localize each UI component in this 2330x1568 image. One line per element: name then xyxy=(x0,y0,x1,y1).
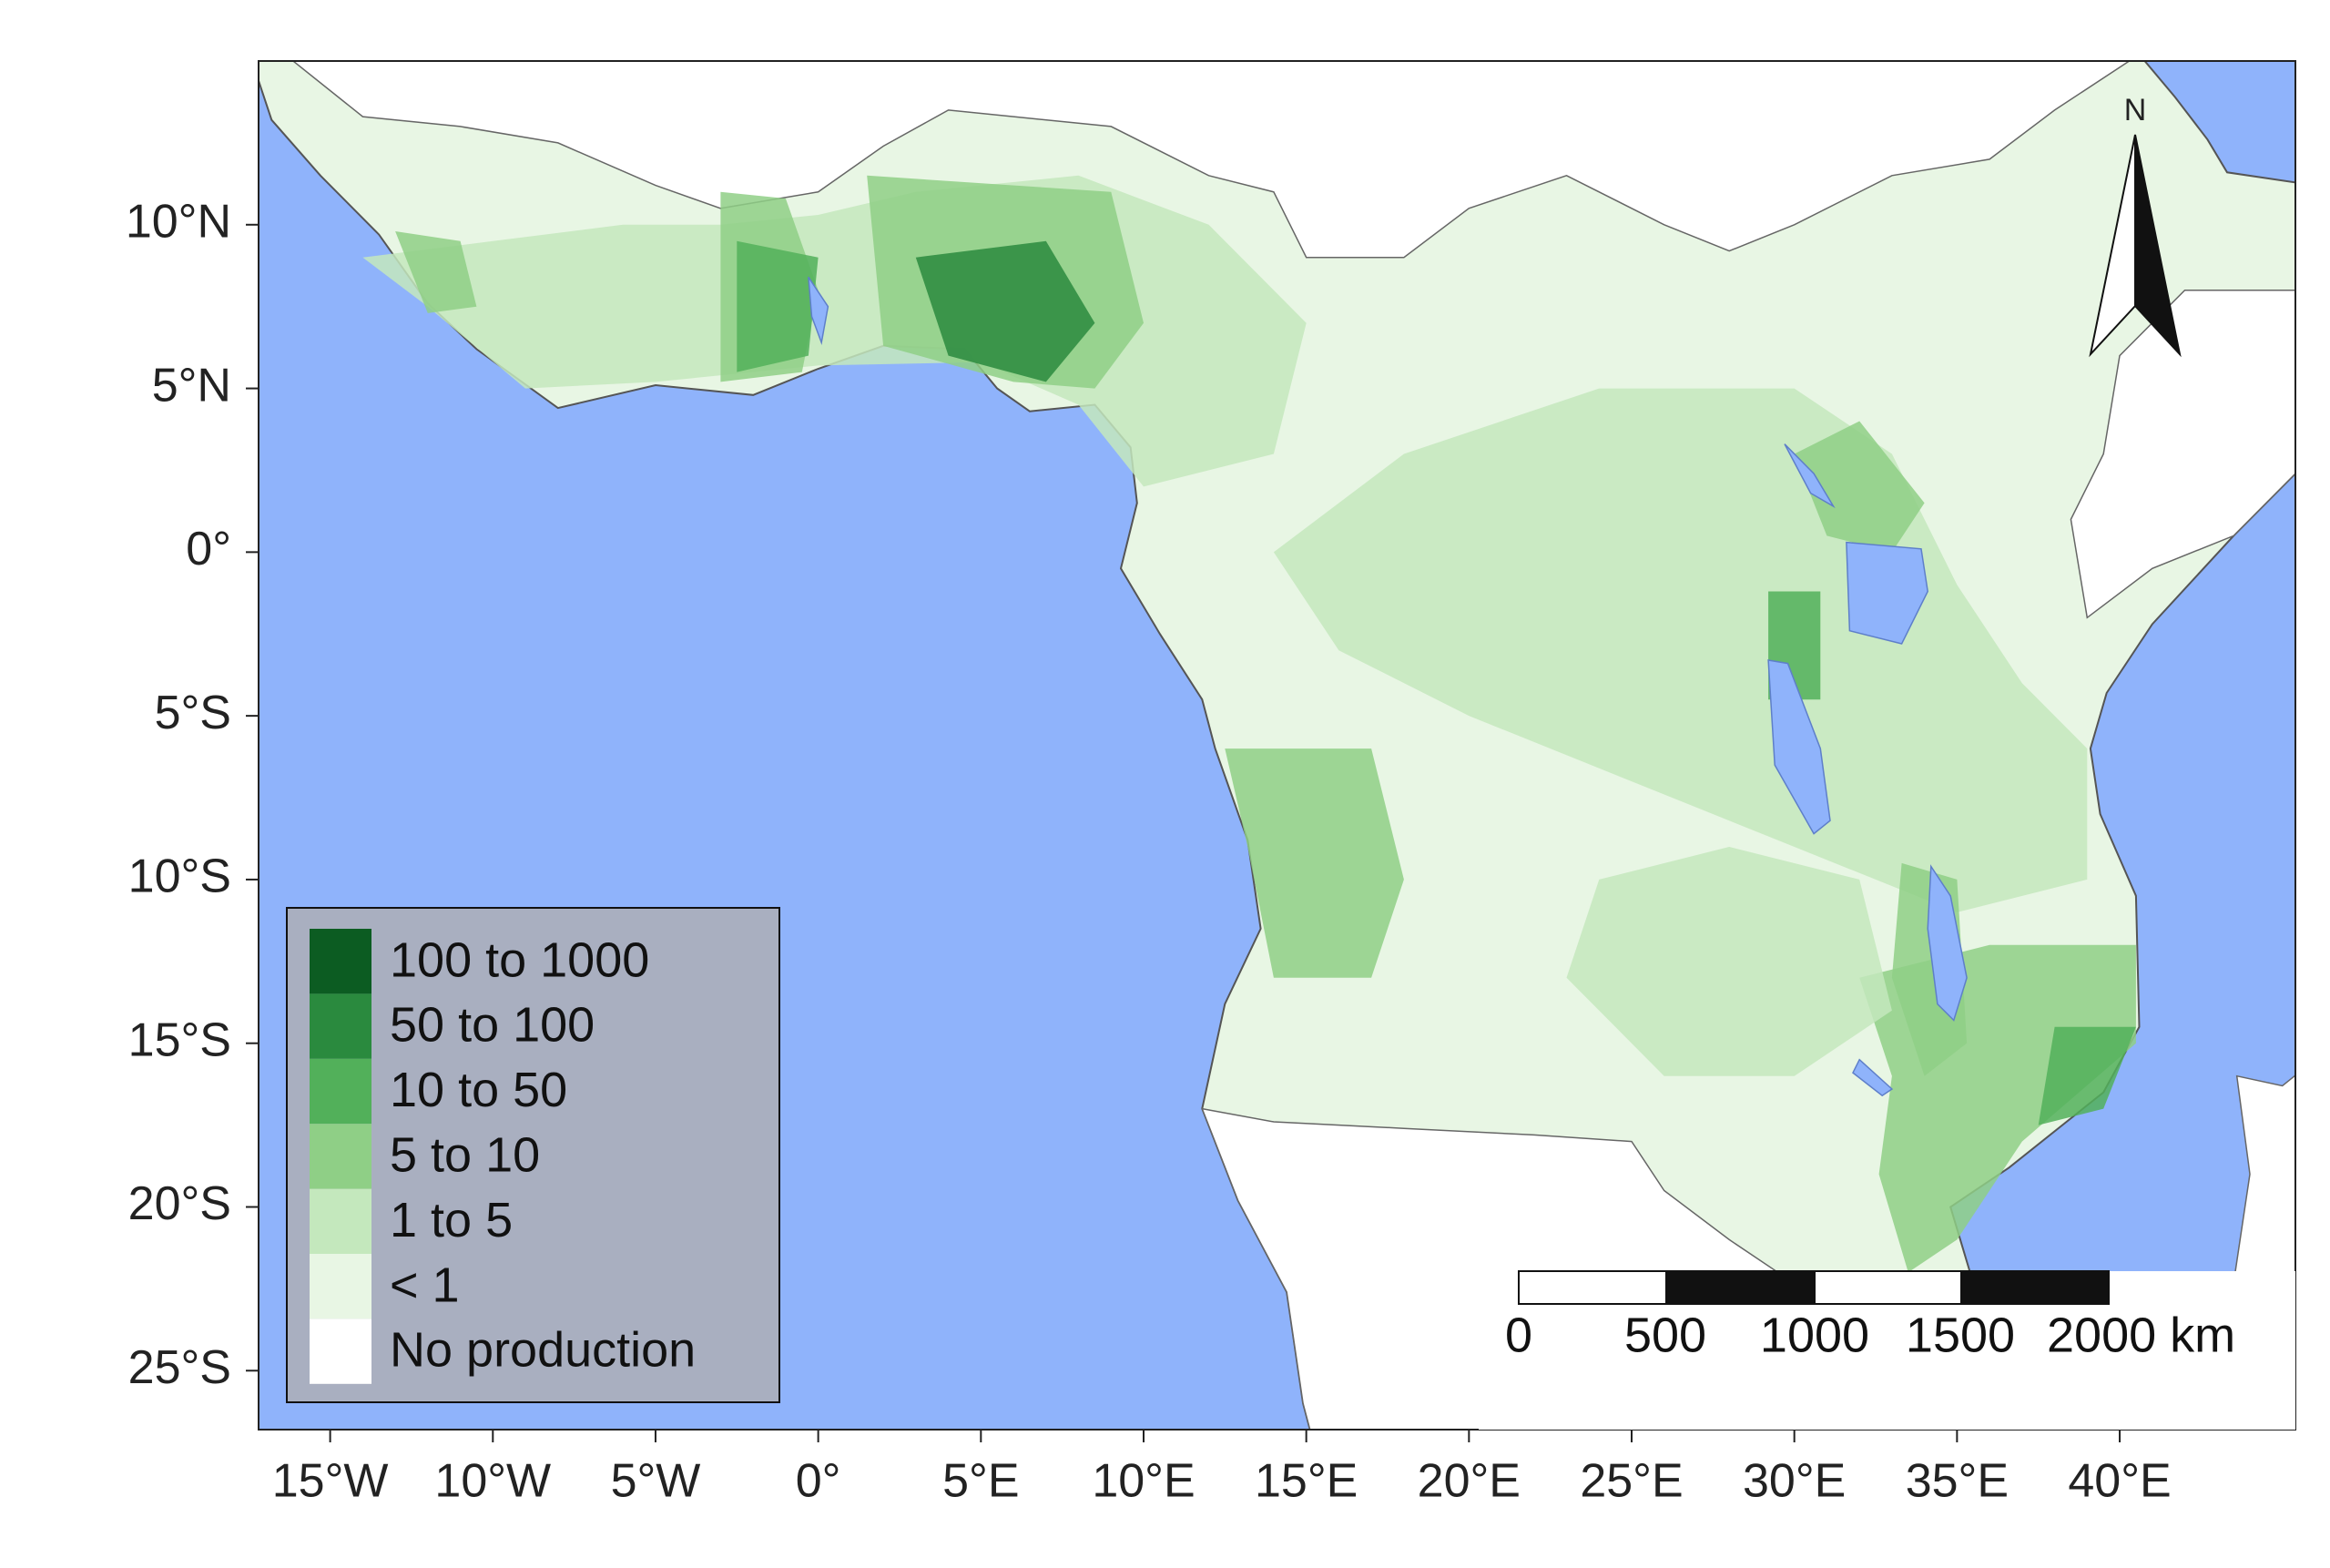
production-zone xyxy=(737,240,819,372)
y-tick-label: 15°S xyxy=(128,1013,231,1066)
y-tick-label: 20°S xyxy=(128,1177,231,1230)
x-tick-label: 0° xyxy=(796,1455,841,1508)
legend-swatch xyxy=(310,1254,371,1319)
legend-label: 10 to 50 xyxy=(390,1063,567,1117)
x-tick-label: 10°W xyxy=(434,1455,551,1508)
no-production-area xyxy=(2070,289,2295,619)
y-tick-label: 10°S xyxy=(128,850,231,903)
legend-swatch xyxy=(310,1058,371,1125)
scale-bar-label: 1500 xyxy=(1906,1308,2015,1362)
x-tick-label: 15°W xyxy=(272,1455,389,1508)
plot-frame xyxy=(258,60,2296,1431)
legend-label: 1 to 5 xyxy=(390,1193,513,1247)
legend-label: 50 to 100 xyxy=(390,998,595,1053)
x-tick-label: 10°E xyxy=(1092,1455,1195,1508)
legend-swatch xyxy=(310,1319,371,1384)
legend: 100 to 1000 50 to 100 10 to 50 5 to 10 1 to … xyxy=(286,907,780,1403)
no-production-area xyxy=(291,61,2131,259)
lake xyxy=(808,276,829,346)
lake xyxy=(1927,864,1968,1022)
production-zone xyxy=(395,231,477,313)
land-layer xyxy=(259,61,2295,1430)
x-tick-label: 30°E xyxy=(1743,1455,1846,1508)
legend-label: 5 to 10 xyxy=(390,1127,540,1182)
north-label: N xyxy=(2124,93,2147,127)
north-arrow: N xyxy=(2089,93,2182,358)
y-tick-label: 5°S xyxy=(155,687,231,739)
scale-bar-label: 2000 km xyxy=(2047,1308,2235,1362)
scale-bar-label: 500 xyxy=(1624,1308,1706,1362)
production-zone xyxy=(1225,748,1404,978)
x-tick-label: 25°E xyxy=(1580,1455,1683,1508)
y-tick-label: 5°N xyxy=(152,359,231,412)
lake xyxy=(1784,443,1836,509)
x-tick-label: 40°E xyxy=(2068,1455,2171,1508)
y-tick-label: 10°N xyxy=(126,196,231,249)
y-tick-label: 0° xyxy=(186,523,231,575)
y-tick-label: 25°S xyxy=(128,1341,231,1394)
legend-swatch xyxy=(310,929,371,994)
production-zone xyxy=(1794,421,1925,553)
legend-label: No production xyxy=(390,1323,696,1378)
legend-swatch xyxy=(310,1124,371,1189)
x-tick-label: 15°E xyxy=(1255,1455,1358,1508)
production-zone xyxy=(1566,847,1892,1076)
legend-swatch xyxy=(310,1188,371,1254)
lake xyxy=(1852,1058,1894,1097)
x-tick-label: 20°E xyxy=(1418,1455,1521,1508)
lake xyxy=(1767,659,1831,835)
legend-label: < 1 xyxy=(390,1257,460,1312)
legend-swatch xyxy=(310,993,371,1059)
scale-bar: 0 500 1000 1500 2000 km xyxy=(1479,1270,2295,1430)
production-zone xyxy=(2038,1026,2136,1125)
scale-bar-label: 1000 xyxy=(1760,1308,1869,1362)
lake xyxy=(1846,541,1928,645)
x-tick-label: 5°E xyxy=(942,1455,1019,1508)
x-tick-label: 35°E xyxy=(1906,1455,2009,1508)
scale-bar-label: 0 xyxy=(1505,1308,1532,1362)
legend-label: 100 to 1000 xyxy=(390,932,649,987)
production-zone xyxy=(915,240,1095,382)
x-tick-label: 5°W xyxy=(611,1455,701,1508)
